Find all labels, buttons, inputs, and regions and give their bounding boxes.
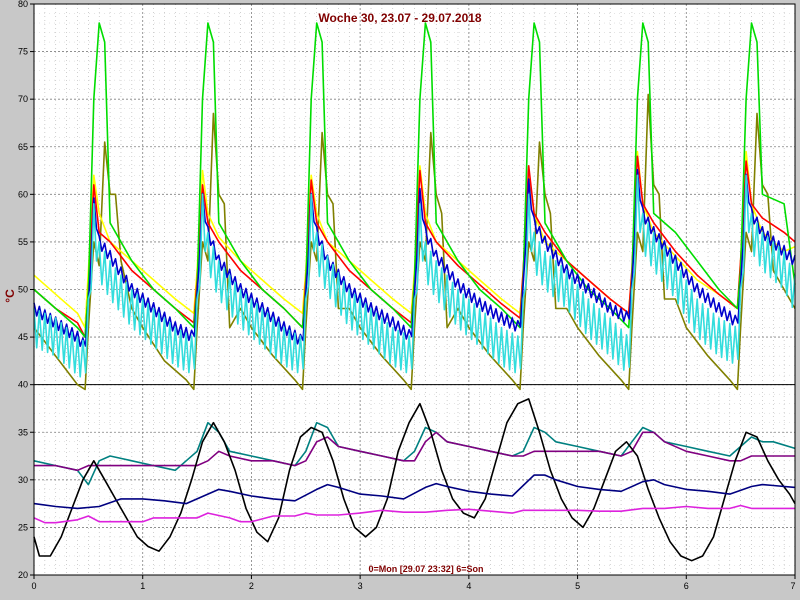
chart-title: Woche 30, 23.07 - 29.07.2018 bbox=[318, 11, 482, 25]
x-tick-label: 6 bbox=[684, 581, 689, 591]
x-tick-label: 3 bbox=[358, 581, 363, 591]
y-tick-label: 45 bbox=[18, 332, 28, 342]
y-tick-label: 65 bbox=[18, 142, 28, 152]
y-tick-label: 40 bbox=[18, 380, 28, 390]
y-tick-label: 70 bbox=[18, 94, 28, 104]
series-line-10 bbox=[33, 504, 795, 524]
y-tick-label: 60 bbox=[18, 189, 28, 199]
series-line-5 bbox=[33, 174, 796, 378]
x-tick-label: 1 bbox=[140, 581, 145, 591]
y-tick-label: 25 bbox=[18, 522, 28, 532]
y-tick-label: 20 bbox=[18, 570, 28, 580]
series-line-7 bbox=[34, 431, 795, 472]
x-tick-label: 4 bbox=[466, 581, 471, 591]
y-tick-label: 50 bbox=[18, 285, 28, 295]
y-axis-ticks: 20 25 30 35 40 45 50 55 60 65 70 75 80 bbox=[18, 0, 34, 580]
series-line-3 bbox=[33, 22, 796, 338]
series-line-9 bbox=[33, 474, 796, 510]
x-tick-label: 0 bbox=[31, 581, 36, 591]
y-tick-label: 35 bbox=[18, 427, 28, 437]
x-tick-label: 2 bbox=[249, 581, 254, 591]
series-layer bbox=[33, 22, 796, 562]
x-tick-label: 5 bbox=[575, 581, 580, 591]
x-tick-label: 7 bbox=[790, 581, 795, 591]
chart-footer: 0=Mon [29.07 23:32] 6=Son bbox=[368, 564, 483, 574]
y-tick-label: 75 bbox=[18, 47, 28, 57]
y-tick-label: 55 bbox=[18, 237, 28, 247]
y-tick-label: 80 bbox=[18, 0, 28, 9]
series-line-4 bbox=[33, 168, 796, 347]
y-tick-label: 30 bbox=[18, 475, 28, 485]
x-axis-ticks: 0 1 2 3 4 5 6 7 bbox=[31, 575, 796, 591]
series-line-8 bbox=[33, 398, 796, 562]
y-axis-label: °C bbox=[3, 289, 17, 303]
